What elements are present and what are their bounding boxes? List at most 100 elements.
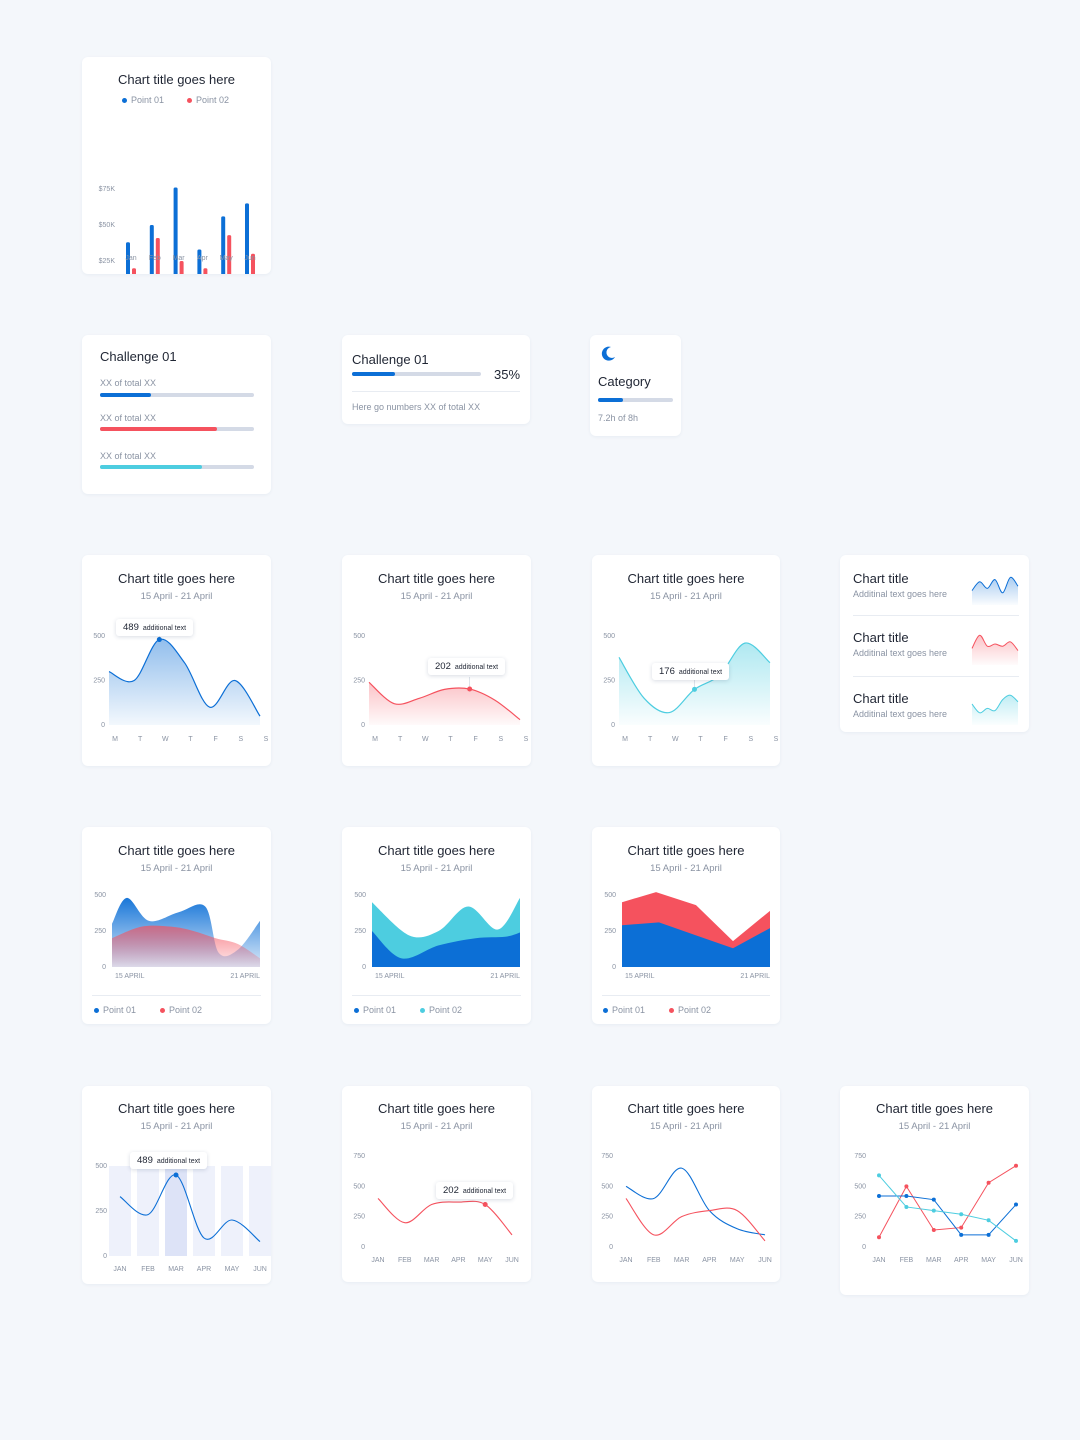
x-tick-label: MAY <box>730 1257 745 1264</box>
percent-value: 35% <box>494 367 521 382</box>
data-point <box>1014 1163 1018 1168</box>
x-tick-label: T <box>138 736 143 743</box>
data-point <box>986 1218 991 1223</box>
spark-title: Chart title <box>853 571 909 586</box>
line-chart-card: Chart title goes here 15 April - 21 Apri… <box>840 1086 1029 1295</box>
date-range: 15 April - 21 April <box>650 1121 722 1132</box>
legend-item: Point 02 <box>160 1005 202 1015</box>
legend-item: Point 02 <box>187 95 229 105</box>
data-point <box>173 1172 179 1178</box>
y-tick-label: 500 <box>854 1183 866 1190</box>
x-tick-label: MAY <box>981 1257 996 1264</box>
divider <box>602 995 770 996</box>
x-tick-label: May <box>220 255 234 262</box>
x-tick-label: Mar <box>173 255 186 262</box>
y-tick-label: 0 <box>609 1244 613 1251</box>
data-point <box>1014 1238 1018 1243</box>
category-card: Category 7.2h of 8h <box>590 335 681 436</box>
x-tick-label: MAY <box>225 1266 240 1273</box>
y-tick-label: 250 <box>95 1208 107 1215</box>
x-tick-label: F <box>474 736 478 743</box>
divider <box>853 615 1019 616</box>
stacked-area-chart: 500 250 0 15 APRIL 21 APRIL <box>604 892 770 980</box>
legend-dot-icon <box>187 97 192 103</box>
progress-label: XX of total XX <box>100 451 157 461</box>
date-range: 15 April - 21 April <box>400 1121 473 1132</box>
line-chart: 750 500 250 0 JAN FEB MAR APR MAY JUN <box>353 1153 519 1264</box>
y-tick-label: 500 <box>353 633 365 640</box>
series-area <box>622 922 770 967</box>
area-chart: 500 250 0M T W T F S S <box>93 627 269 743</box>
challenge-title: Challenge 01 <box>100 349 177 364</box>
line-chart-card: Chart title goes here 15 April - 21 Apri… <box>342 1086 531 1282</box>
stacked-area-chart: 500 250 0 15 APRIL 21 APRIL <box>354 892 520 980</box>
progress-label: XX of total XX <box>100 378 157 388</box>
date-range: 15 April - 21 April <box>140 1121 213 1132</box>
bar <box>179 261 184 274</box>
progress-bar <box>352 372 481 376</box>
line-chart: 750 500 250 0 JAN FEB MAR APR MAY JUN <box>854 1153 1023 1264</box>
y-tick-label: 0 <box>612 964 616 971</box>
x-tick-label: Feb <box>149 255 161 262</box>
progress-bar <box>598 398 673 402</box>
note-text: 7.2h of 8h <box>598 413 639 423</box>
date-range: 15 April - 21 April <box>650 591 722 602</box>
area-fill <box>619 642 770 725</box>
area-chart-card: Chart title goes here 15 April - 21 Apri… <box>82 555 271 766</box>
y-tick-label: 500 <box>601 1183 613 1190</box>
y-tick-label: 500 <box>604 892 616 899</box>
bar <box>173 187 178 274</box>
legend-dot-icon <box>420 1007 425 1013</box>
legend-dot-icon <box>122 97 127 103</box>
sparkline-fill <box>972 695 1018 725</box>
x-tick-label: JAN <box>872 1257 885 1264</box>
data-point <box>986 1232 991 1237</box>
area-chart-card: Chart title goes here 15 April - 21 Apri… <box>342 555 531 766</box>
x-tick-label: 21 APRIL <box>490 973 520 980</box>
y-tick-label: 0 <box>102 964 106 971</box>
data-point <box>877 1194 881 1199</box>
date-range: 15 April - 21 April <box>140 863 213 874</box>
x-tick-label: MAR <box>926 1257 942 1264</box>
y-tick-label: 500 <box>603 633 615 640</box>
y-tick-label: 250 <box>354 928 366 935</box>
column-highlight <box>249 1166 271 1256</box>
y-tick-label: 0 <box>361 722 365 729</box>
legend-dot-icon <box>669 1007 674 1013</box>
sparkline-list-card: Chart title Additinal text goes here Cha… <box>840 555 1029 732</box>
challenge-percent-card: Challenge 01 35% Here go numbers XX of t… <box>342 335 530 424</box>
y-tick-label: 250 <box>353 1214 365 1221</box>
x-tick-label: S <box>524 736 529 743</box>
y-tick-label: 250 <box>603 678 615 685</box>
legend-item: Point 01 <box>603 1005 645 1015</box>
y-tick-label: $75K <box>99 186 116 193</box>
progress-fill <box>100 465 202 469</box>
x-tick-label: W <box>422 736 429 743</box>
progress-bar <box>100 427 254 431</box>
column-highlight <box>137 1166 159 1256</box>
x-tick-label: W <box>162 736 169 743</box>
y-tick-label: 250 <box>353 678 365 685</box>
column-highlight <box>193 1166 215 1256</box>
spark-title: Chart title <box>853 630 909 645</box>
chart-title: Chart title goes here <box>377 1101 496 1116</box>
chart-title: Chart title goes here <box>117 1101 236 1116</box>
x-tick-label: FEB <box>647 1257 661 1264</box>
line-chart: 500 250 0 JAN FEB MAR APR MAY JUN <box>95 1163 271 1273</box>
series-line <box>878 1165 1017 1238</box>
stacked-area-chart: 500 250 0 15 APRIL 21 APRIL <box>94 892 260 980</box>
bar <box>203 268 208 274</box>
legend-label: Point 01 <box>612 1005 646 1015</box>
chart-title: Chart title goes here <box>875 1101 994 1116</box>
series-line <box>878 1175 1017 1242</box>
legend-item: Point 01 <box>94 1005 136 1015</box>
legend-label: Point 02 <box>196 95 230 105</box>
bar <box>155 237 160 274</box>
note-text: Here go numbers XX of total XX <box>352 402 481 412</box>
data-point <box>877 1235 881 1240</box>
x-tick-label: W <box>672 736 679 743</box>
sparklines <box>971 576 1019 725</box>
x-tick-label: FEB <box>141 1266 155 1273</box>
x-tick-label: JUN <box>1009 1257 1023 1264</box>
y-tick-label: 0 <box>101 722 105 729</box>
